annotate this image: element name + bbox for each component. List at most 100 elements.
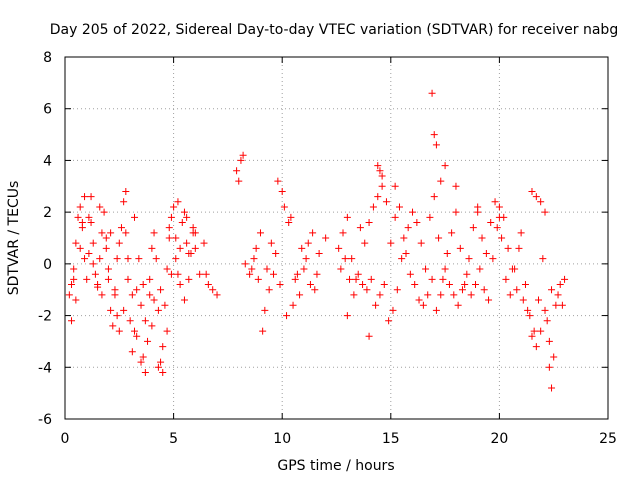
data-point bbox=[528, 187, 536, 195]
data-point bbox=[400, 234, 408, 242]
data-point bbox=[517, 229, 525, 237]
data-point bbox=[70, 275, 78, 283]
data-point bbox=[137, 358, 145, 366]
data-point bbox=[346, 275, 354, 283]
data-point bbox=[174, 270, 182, 278]
data-point bbox=[83, 275, 91, 283]
data-point bbox=[335, 244, 343, 252]
data-point bbox=[146, 291, 154, 299]
data-point bbox=[81, 255, 89, 263]
data-point bbox=[537, 327, 545, 335]
data-point bbox=[382, 198, 390, 206]
data-point bbox=[148, 244, 156, 252]
data-point bbox=[154, 306, 162, 314]
data-point bbox=[415, 296, 423, 304]
data-point bbox=[265, 286, 273, 294]
y-tick-label: -6 bbox=[38, 412, 52, 428]
data-point bbox=[463, 270, 471, 278]
data-point bbox=[124, 255, 132, 263]
data-point bbox=[378, 172, 386, 180]
data-point bbox=[293, 270, 301, 278]
data-point bbox=[139, 353, 147, 361]
data-point bbox=[422, 265, 430, 273]
data-point bbox=[432, 141, 440, 149]
data-point bbox=[541, 306, 549, 314]
data-point bbox=[185, 275, 193, 283]
data-point bbox=[72, 296, 80, 304]
data-point bbox=[543, 317, 551, 325]
data-point bbox=[191, 244, 199, 252]
data-point bbox=[513, 286, 521, 294]
data-point bbox=[391, 213, 399, 221]
data-point bbox=[558, 301, 566, 309]
data-point bbox=[248, 265, 256, 273]
data-point bbox=[89, 239, 97, 247]
data-point bbox=[491, 198, 499, 206]
data-point bbox=[144, 337, 152, 345]
data-point bbox=[146, 275, 154, 283]
data-point bbox=[376, 291, 384, 299]
data-point bbox=[402, 250, 410, 258]
data-point bbox=[246, 270, 254, 278]
y-tick-label: -4 bbox=[38, 360, 52, 376]
data-point bbox=[131, 213, 139, 221]
data-point bbox=[135, 255, 143, 263]
data-point bbox=[235, 177, 243, 185]
data-point bbox=[528, 332, 536, 340]
data-point bbox=[561, 275, 569, 283]
data-point bbox=[545, 337, 553, 345]
data-point bbox=[352, 275, 360, 283]
data-point bbox=[280, 203, 288, 211]
data-point bbox=[180, 208, 188, 216]
data-point bbox=[291, 275, 299, 283]
data-point bbox=[524, 306, 532, 314]
grid bbox=[65, 57, 608, 419]
data-point bbox=[115, 327, 123, 335]
data-point bbox=[532, 343, 540, 351]
data-point bbox=[409, 208, 417, 216]
data-point bbox=[354, 270, 362, 278]
data-point bbox=[120, 198, 128, 206]
data-point bbox=[554, 291, 562, 299]
data-point bbox=[476, 265, 484, 273]
data-point bbox=[213, 291, 221, 299]
data-point bbox=[74, 213, 82, 221]
data-point bbox=[85, 250, 93, 258]
x-tick-labels: 0 5 10 15 20 25 bbox=[61, 431, 617, 447]
data-point bbox=[137, 301, 145, 309]
data-point bbox=[68, 281, 76, 289]
data-point bbox=[150, 296, 158, 304]
data-point bbox=[272, 250, 280, 258]
data-point bbox=[391, 182, 399, 190]
data-point bbox=[343, 213, 351, 221]
data-point bbox=[504, 244, 512, 252]
data-point bbox=[428, 275, 436, 283]
data-point bbox=[519, 296, 527, 304]
data-point bbox=[493, 224, 501, 232]
data-point bbox=[178, 218, 186, 226]
data-point bbox=[85, 213, 93, 221]
data-point bbox=[122, 229, 130, 237]
data-point bbox=[454, 301, 462, 309]
data-point bbox=[365, 218, 373, 226]
data-point bbox=[395, 203, 403, 211]
data-point bbox=[306, 281, 314, 289]
data-point bbox=[261, 306, 269, 314]
data-point bbox=[445, 281, 453, 289]
data-point bbox=[458, 286, 466, 294]
data-point bbox=[372, 301, 380, 309]
data-point bbox=[419, 301, 427, 309]
data-point bbox=[363, 286, 371, 294]
data-point bbox=[339, 229, 347, 237]
y-tick-label: 8 bbox=[43, 50, 52, 66]
data-point bbox=[495, 213, 503, 221]
data-point bbox=[393, 286, 401, 294]
data-point bbox=[252, 244, 260, 252]
axis-ticks bbox=[64, 56, 609, 420]
data-point bbox=[552, 301, 560, 309]
data-point bbox=[437, 291, 445, 299]
data-point bbox=[426, 213, 434, 221]
data-point bbox=[435, 234, 443, 242]
data-point bbox=[472, 281, 480, 289]
data-point bbox=[537, 198, 545, 206]
